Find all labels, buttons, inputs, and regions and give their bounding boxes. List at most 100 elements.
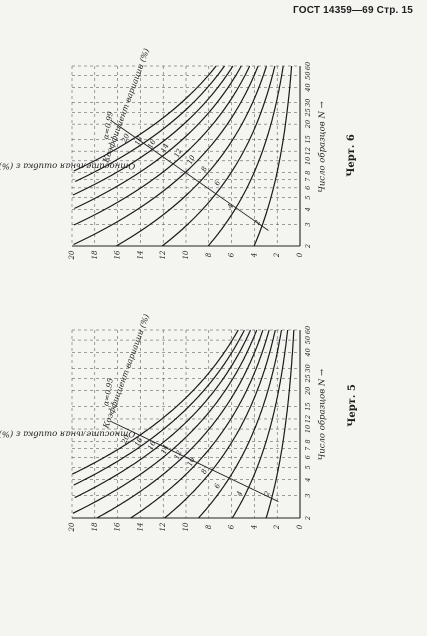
- curve-label: 16: [146, 439, 157, 451]
- curve-v-14: [74, 65, 242, 210]
- curve-v-20: [72, 329, 239, 475]
- x-tick-label: 30: [304, 99, 312, 107]
- y-tick-label: 0: [296, 524, 304, 529]
- curve-label: 20: [120, 433, 132, 446]
- x-tick-label: 4: [304, 207, 312, 212]
- y-tick-label: 8: [205, 524, 213, 529]
- x-axis-label: Число образцов N →: [317, 369, 328, 460]
- y-tick-label: 16: [114, 522, 122, 531]
- y-axis-label: Относительная ошибка ε (%) →: [0, 429, 135, 440]
- y-tick-label: 18: [91, 250, 99, 259]
- curve-v-20: [73, 65, 217, 172]
- x-tick-label: 50: [304, 336, 312, 344]
- curve-v-4: [231, 329, 289, 519]
- x-tick-label: 50: [304, 72, 312, 80]
- y-tick-label: 0: [296, 252, 304, 257]
- coef-marker-line: [110, 119, 269, 231]
- y-tick-label: 10: [182, 522, 190, 531]
- y-tick-label: 14: [136, 251, 144, 260]
- y-tick-label: 12: [159, 250, 167, 259]
- curve-label: 4: [235, 490, 245, 498]
- curve-label: 16: [146, 138, 157, 150]
- curve-label: 4: [226, 203, 236, 211]
- y-tick-label: 2: [273, 524, 281, 530]
- y-tick-label: 4: [250, 253, 258, 258]
- curve-v-10: [130, 329, 270, 519]
- x-tick-label: 7: [304, 177, 312, 182]
- curve-label: 10: [186, 456, 197, 468]
- x-tick-label: 60: [304, 62, 312, 70]
- x-tick-label: 8: [304, 439, 312, 443]
- curve-label: 2: [262, 489, 272, 498]
- y-tick-label: 6: [228, 524, 236, 529]
- y-tick-label: 16: [114, 250, 122, 259]
- y-tick-label: 14: [136, 523, 144, 532]
- curve-v-6: [197, 329, 283, 519]
- curve-v-14: [72, 329, 258, 514]
- curve-v-4: [207, 65, 284, 247]
- curve-label: 12: [173, 449, 184, 461]
- x-tick-label: 3: [304, 222, 312, 226]
- y-tick-label: 6: [228, 252, 236, 257]
- x-tick-label: 12: [304, 415, 312, 423]
- curve-v-16: [74, 329, 252, 499]
- x-tick-label: 6: [304, 186, 312, 190]
- y-tick-label: 4: [250, 525, 258, 530]
- curve-v-12: [96, 329, 264, 519]
- y-tick-label: 10: [182, 250, 190, 259]
- y-tick-label: 20: [68, 522, 76, 532]
- curve-v-2: [265, 329, 295, 519]
- x-tick-label: 5: [304, 195, 312, 199]
- curve-label: 2: [252, 218, 262, 227]
- curve-v-10: [73, 65, 259, 246]
- x-tick-label: 5: [304, 465, 312, 469]
- x-tick-label: 20: [304, 387, 312, 396]
- x-tick-label: 7: [304, 446, 312, 451]
- y-tick-label: 8: [205, 252, 213, 257]
- curve-label: 6: [213, 179, 222, 187]
- x-tick-label: 40: [304, 348, 312, 357]
- curve-label: 10: [186, 154, 197, 166]
- page-header: ГОСТ 14359—69 Стр. 15: [293, 5, 413, 16]
- coef-label: Коэффициент вариации (%): [101, 47, 151, 165]
- y-tick-label: 18: [91, 522, 99, 531]
- y-tick-label: 12: [159, 522, 167, 531]
- x-tick-label: 40: [304, 83, 312, 92]
- curve-label: 14: [160, 142, 171, 153]
- y-axis-label: Относительная ошибка ε (%) →: [0, 161, 135, 172]
- x-tick-label: 6: [304, 455, 312, 459]
- curve-v-6: [161, 65, 276, 247]
- curve-label: 8: [200, 165, 209, 173]
- curve-label: 12: [173, 147, 184, 159]
- curve-label: 18: [133, 436, 144, 448]
- x-tick-label: 25: [304, 374, 312, 383]
- curve-label: 6: [213, 482, 222, 490]
- curve-v-18: [74, 65, 225, 183]
- curve-label: 8: [200, 467, 209, 475]
- x-axis-label: Число образцов N →: [317, 101, 328, 192]
- y-tick-label: 2: [273, 252, 281, 258]
- curve-label: 20: [120, 132, 132, 145]
- x-tick-label: 10: [304, 425, 312, 433]
- curve-label: 14: [160, 444, 171, 455]
- x-tick-label: 15: [304, 402, 312, 410]
- x-tick-label: 30: [304, 364, 312, 372]
- x-tick-label: 60: [304, 326, 312, 334]
- curve-v-18: [73, 329, 245, 486]
- x-tick-label: 20: [304, 120, 312, 129]
- y-tick-label: 20: [68, 250, 76, 260]
- curve-v-8: [164, 329, 276, 519]
- x-tick-label: 2: [304, 516, 312, 521]
- curve-v-8: [115, 65, 267, 247]
- curve-v-12: [73, 65, 251, 226]
- curve-v-2: [253, 65, 293, 247]
- coef-marker-line: [110, 420, 279, 502]
- x-tick-label: 10: [304, 157, 312, 165]
- x-tick-label: 12: [304, 147, 312, 155]
- x-tick-label: 25: [304, 108, 312, 117]
- x-tick-label: 4: [304, 478, 312, 483]
- curve-v-16: [72, 65, 234, 196]
- x-tick-label: 8: [304, 171, 312, 175]
